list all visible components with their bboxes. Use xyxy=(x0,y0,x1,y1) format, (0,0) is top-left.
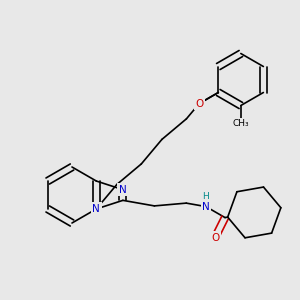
Text: N: N xyxy=(119,185,127,195)
Text: N: N xyxy=(92,204,100,214)
Text: CH₃: CH₃ xyxy=(232,119,249,128)
Text: N: N xyxy=(202,202,210,212)
Text: O: O xyxy=(195,98,203,109)
Text: H: H xyxy=(202,192,209,201)
Text: O: O xyxy=(211,232,219,243)
